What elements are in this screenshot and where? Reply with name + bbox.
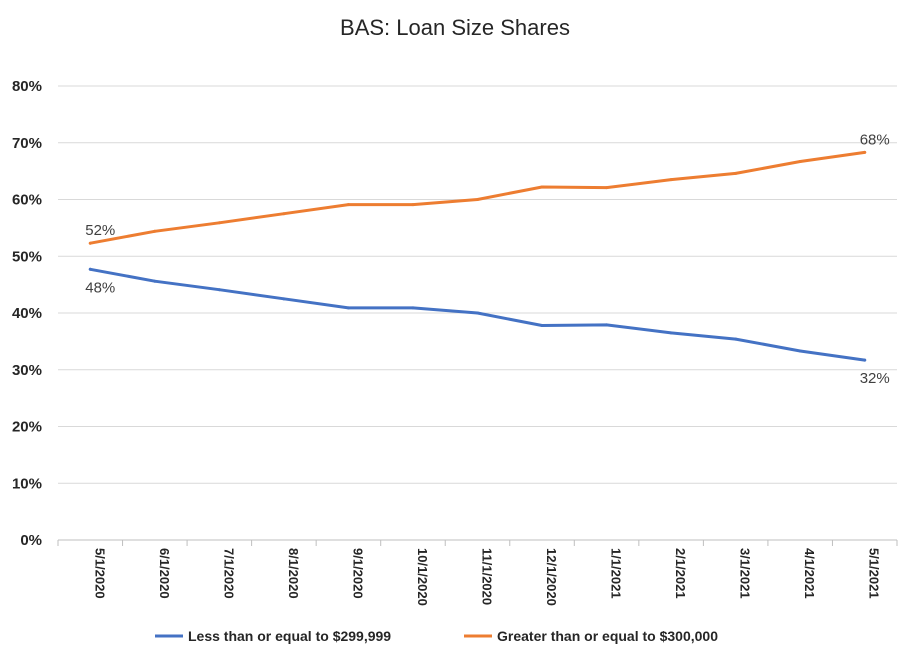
x-axis-ticks: 5/1/2020 6/1/2020 7/1/2020 8/1/2020 9/1/2020… xyxy=(57,540,898,606)
data-point xyxy=(346,203,350,207)
x-tick-label: 6/1/2020 xyxy=(157,548,172,599)
data-point xyxy=(669,331,673,335)
y-tick-label: 30% xyxy=(12,362,42,379)
legend-label: Less than or equal to $299,999 xyxy=(188,628,391,644)
x-tick-label: 9/1/2020 xyxy=(350,548,365,599)
x-tick-label: 11/1/2020 xyxy=(480,548,495,605)
series-line-1 xyxy=(88,267,867,362)
y-tick-label: 0% xyxy=(20,532,42,549)
series-lines xyxy=(88,150,867,362)
data-point xyxy=(605,186,609,190)
data-point xyxy=(734,171,738,175)
x-tick-label: 5/1/2020 xyxy=(92,548,107,599)
data-point xyxy=(734,337,738,341)
data-point xyxy=(217,221,221,225)
data-point xyxy=(88,267,92,271)
x-tick-label: 5/1/2021 xyxy=(867,548,882,599)
y-tick-label: 10% xyxy=(12,475,42,492)
data-label: 52% xyxy=(85,222,115,239)
data-point xyxy=(217,288,221,292)
data-point xyxy=(605,323,609,327)
x-tick-label: 1/1/2021 xyxy=(609,548,624,599)
data-label: 48% xyxy=(85,279,115,296)
data-point xyxy=(798,349,802,353)
data-label: 32% xyxy=(860,370,890,387)
data-point xyxy=(282,297,286,301)
y-tick-label: 70% xyxy=(12,135,42,152)
y-tick-label: 60% xyxy=(12,192,42,209)
x-tick-label: 12/1/2020 xyxy=(544,548,559,606)
x-tick-label: 4/1/2021 xyxy=(802,548,817,599)
y-tick-label: 80% xyxy=(12,78,42,95)
y-tick-label: 40% xyxy=(12,305,42,322)
data-point xyxy=(282,212,286,216)
data-point xyxy=(88,241,92,245)
legend-label: Greater than or equal to $300,000 xyxy=(497,628,718,644)
chart-title: BAS: Loan Size Shares xyxy=(340,15,570,40)
x-tick-label: 8/1/2020 xyxy=(286,548,301,599)
data-point xyxy=(153,279,157,283)
data-point xyxy=(669,178,673,182)
x-tick-label: 10/1/2020 xyxy=(415,548,430,606)
legend: Less than or equal to $299,999 Greater th… xyxy=(155,628,718,644)
data-point xyxy=(476,198,479,201)
data-labels: 48% 32% 52% 68% xyxy=(85,131,889,387)
data-point xyxy=(863,358,867,362)
data-point xyxy=(540,185,544,189)
data-label: 68% xyxy=(860,131,890,148)
x-tick-label: 3/1/2021 xyxy=(738,548,753,599)
y-tick-label: 20% xyxy=(12,419,42,436)
data-point xyxy=(346,306,350,310)
data-point xyxy=(411,306,415,310)
data-point xyxy=(476,311,479,315)
y-tick-label: 50% xyxy=(12,248,42,265)
data-point xyxy=(153,229,157,233)
series-line-2 xyxy=(88,150,867,245)
data-point xyxy=(863,150,867,154)
data-point xyxy=(798,159,802,163)
x-tick-label: 7/1/2020 xyxy=(221,548,236,599)
x-tick-label: 2/1/2021 xyxy=(673,548,688,599)
y-axis-ticks: 0% 10% 20% 30% 40% 50% 60% 70% 80% xyxy=(12,78,42,549)
data-point xyxy=(540,323,544,327)
data-point xyxy=(411,203,415,207)
